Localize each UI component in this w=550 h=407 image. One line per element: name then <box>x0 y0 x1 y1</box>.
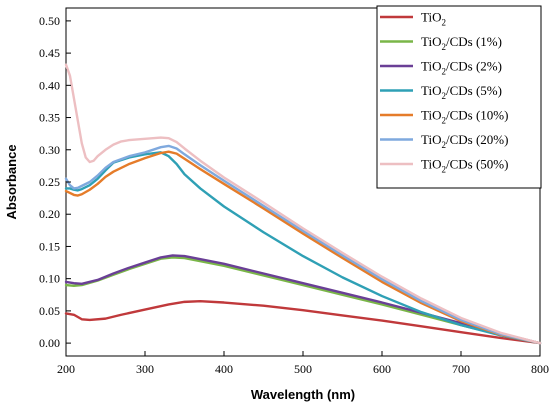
legend-label-rest: /CDs (1%) <box>446 34 502 49</box>
y-tick-label: 0.40 <box>39 78 60 92</box>
y-tick-label: 0.30 <box>39 143 60 157</box>
y-tick-label: 0.50 <box>39 14 60 28</box>
legend-label-subscript: 2 <box>441 18 446 28</box>
legend-box <box>376 5 542 189</box>
legend-label-subscript: 2 <box>441 165 446 175</box>
legend-label-3: TiO2/CDs (5%) <box>421 83 502 101</box>
legend-label-5: TiO2/CDs (20%) <box>421 132 508 150</box>
series-line-5 <box>64 144 542 345</box>
legend-label-base: TiO <box>421 83 441 98</box>
x-axis-title: Wavelength (nm) <box>251 387 355 402</box>
x-tick-label: 700 <box>452 362 470 376</box>
x-axis: 200 300 400 500 600 700 800 <box>57 351 549 376</box>
series-layer <box>64 63 542 345</box>
y-tick-label: 0.15 <box>39 239 60 253</box>
legend-label-4: TiO2/CDs (10%) <box>421 108 508 126</box>
legend-label-2: TiO2/CDs (2%) <box>421 59 502 77</box>
series-line-0 <box>64 300 542 345</box>
legend-label-0: TiO2 <box>421 10 446 28</box>
x-tick-label: 500 <box>294 362 312 376</box>
legend-label-6: TiO2/CDs (50%) <box>421 157 508 175</box>
legend-label-1: TiO2/CDs (1%) <box>421 34 502 52</box>
legend-label-rest: /CDs (2%) <box>446 59 502 74</box>
legend-label-subscript: 2 <box>441 140 446 150</box>
y-tick-label: 0.10 <box>39 272 60 286</box>
legend-label-base: TiO <box>421 34 441 49</box>
legend-label-base: TiO <box>421 10 441 25</box>
series-line-6 <box>64 63 542 345</box>
y-tick-label: 0.25 <box>39 175 60 189</box>
legend-label-base: TiO <box>421 132 441 147</box>
legend-label-rest: /CDs (50%) <box>446 157 508 172</box>
legend-label-subscript: 2 <box>441 67 446 77</box>
x-tick-label: 800 <box>531 362 549 376</box>
y-tick-label: 0.35 <box>39 111 60 125</box>
y-axis: 0.00 0.05 0.10 0.15 0.20 0.25 0.30 0.35 0.40 0.45… <box>39 14 71 350</box>
legend-label-rest: /CDs (20%) <box>446 132 508 147</box>
y-tick-label: 0.05 <box>39 304 60 318</box>
legend-label-rest: /CDs (5%) <box>446 83 502 98</box>
legend-label-rest: /CDs (10%) <box>446 108 508 123</box>
y-tick-label: 0.00 <box>39 336 60 350</box>
y-axis-title: Absorbance <box>4 144 19 219</box>
x-tick-label: 300 <box>136 362 154 376</box>
legend-label-base: TiO <box>421 59 441 74</box>
y-tick-label: 0.45 <box>39 46 60 60</box>
x-tick-label: 200 <box>57 362 75 376</box>
legend-label-subscript: 2 <box>441 91 446 101</box>
legend-label-subscript: 2 <box>441 42 446 52</box>
x-tick-label: 400 <box>215 362 233 376</box>
x-tick-label: 600 <box>373 362 391 376</box>
y-tick-label: 0.20 <box>39 207 60 221</box>
legend-label-base: TiO <box>421 108 441 123</box>
legend-label-subscript: 2 <box>441 116 446 126</box>
legend-label-base: TiO <box>421 157 441 172</box>
series-line-4 <box>64 150 542 345</box>
series-line-3 <box>64 151 542 345</box>
